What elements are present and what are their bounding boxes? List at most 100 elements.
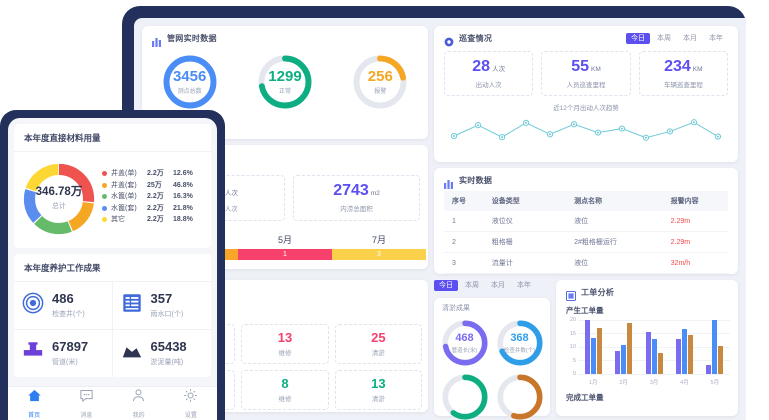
chat-icon	[79, 388, 94, 408]
inspection-title: 巡查情况	[459, 34, 493, 43]
tab-label: 我的	[132, 413, 145, 419]
kpi-value: 28 人次	[472, 58, 506, 75]
kpi-unit: 人次	[492, 66, 506, 73]
dredging-gauge: 368 检查井数(个)	[494, 317, 546, 369]
legend-value: 2.2万	[147, 204, 164, 212]
legend-value: 2.2万	[147, 216, 164, 224]
table-row: 2 粗格栅 2#粗格栅运行 2.29m	[444, 231, 728, 253]
tab-chat[interactable]: 消息	[60, 387, 112, 420]
repair-count-cell: 25 清淤	[334, 324, 422, 364]
gauge-value: 368	[510, 331, 529, 344]
month-label: 5月	[277, 235, 292, 245]
kpi-value: 2743 m2	[333, 182, 380, 199]
legend-value: 25万	[147, 181, 162, 189]
stat-caption: 淤泥量(吨)	[150, 358, 184, 366]
material-donut-chart: 346.78万 总计	[20, 160, 98, 238]
kpi-value: 234 KM	[664, 58, 703, 75]
chart-panel-icon	[565, 288, 577, 301]
count-caption: 清淤	[371, 396, 385, 403]
y-tick-label: 5	[572, 357, 576, 364]
dredging-tab[interactable]: 本月	[491, 282, 505, 289]
bottom-tab-bar[interactable]: 首页 消息 我的 设置	[8, 386, 217, 420]
count-value: 13	[277, 330, 293, 345]
home-icon	[27, 388, 42, 408]
grate-icon	[121, 292, 143, 319]
count-caption: 维修	[278, 350, 292, 357]
legend-percent: 46.8%	[173, 181, 193, 189]
y-tick-label: 15	[569, 330, 576, 337]
inspection-tab[interactable]: 今日	[626, 33, 650, 44]
bar	[687, 335, 693, 374]
y-tick-label: 20	[569, 317, 576, 323]
tab-gear[interactable]: 设置	[165, 387, 217, 420]
inspection-tab[interactable]: 本周	[657, 35, 671, 42]
gauge-value: 468	[455, 331, 474, 344]
bar-group	[700, 320, 730, 374]
dredging-tab[interactable]: 今日	[434, 280, 458, 291]
material-donut-wrap: 346.78万 总计 井盖(单) 2.2万 12.6% 井盖(套) 25万 46.8% 水篦…	[14, 152, 211, 248]
alarm-column-header: 序号	[444, 191, 484, 211]
alarm-table-header-row: 序号 设备类型 测点名称 报警内容	[444, 191, 728, 211]
count-caption: 维修	[278, 396, 292, 403]
bar-chart-icon	[444, 176, 454, 189]
table-row: 3 流量计 液位 32m/h	[444, 252, 728, 274]
alarm-table-body: 1 液位仪 液位 2.29m 2 粗格栅 2#粗格栅运行 2.29m 3 流量计 液位 32m/h	[444, 211, 728, 274]
inspection-tab-group[interactable]: 今日 本周 本月 本年	[626, 33, 728, 44]
stat-caption: 检查井(个)	[52, 310, 85, 318]
pipeline-realtime-panel: 管网实时数据 3456 测点总数 1299 正常 256 报警	[142, 26, 428, 139]
ring-label: 256 报警	[349, 51, 411, 113]
bar-groups	[578, 320, 730, 374]
tab-person[interactable]: 我的	[113, 387, 165, 420]
count-value: 13	[371, 376, 386, 391]
ring-label: 3456 测点总数	[159, 51, 221, 113]
legend-color-dot	[102, 205, 107, 211]
alarm-cell: 32m/h	[662, 252, 728, 274]
dredging-tab-group[interactable]: 今日 本周 本月 本年	[434, 280, 536, 291]
gauge-label	[439, 371, 491, 420]
alarm-cell: 流量计	[483, 252, 567, 274]
dredging-tab[interactable]: 本周	[465, 282, 479, 289]
gauge-caption: 管道长(米)	[451, 347, 478, 354]
dredging-tab[interactable]: 本年	[517, 282, 531, 289]
bar-group	[669, 320, 699, 374]
ring-value: 1299	[268, 68, 302, 85]
alarm-table: 序号 设备类型 测点名称 报警内容 1 液位仪 液位 2.29m 2 粗格栅 2#粗格栅运行 2.2…	[444, 191, 728, 274]
dredging-gauge	[439, 371, 491, 420]
material-usage-title: 本年度直接材料用量	[14, 124, 211, 152]
stat-value: 67897	[52, 339, 89, 355]
table-row: 1 液位仪 液位 2.29m	[444, 211, 728, 232]
maintenance-result-title: 本年度养护工作成果	[14, 254, 211, 282]
alarm-column-header: 设备类型	[483, 191, 567, 211]
legend-name: 井盖(单)	[111, 170, 137, 178]
kpi-caption: 内涝总面积	[340, 206, 373, 213]
y-tick-label: 0	[572, 371, 576, 377]
ring-label: 1299 正常	[254, 51, 316, 113]
bar	[590, 338, 596, 374]
bar-group	[608, 320, 638, 374]
tab-label: 消息	[80, 413, 93, 419]
maintenance-stat-text: 67897 管道(米)	[52, 340, 88, 366]
ring-caption: 正常	[278, 89, 291, 95]
flood-kpi: 2743 m2 内涝总面积	[293, 175, 420, 221]
alarm-cell: 2#粗格栅运行	[566, 231, 663, 253]
maintenance-stat-cell: 486 检查井(个)	[14, 282, 113, 330]
month-rank-bar: 3	[332, 249, 426, 260]
legend-color-dot	[102, 217, 107, 223]
legend-percent: 16.3%	[173, 193, 193, 201]
workorder-title: 工单分析	[581, 288, 615, 297]
tab-home[interactable]: 首页	[8, 387, 60, 420]
legend-row: 井盖(套) 25万 46.8%	[102, 182, 205, 189]
dredging-gauge: 468 管道长(米)	[439, 317, 491, 369]
inspection-tab[interactable]: 本月	[683, 35, 697, 42]
inspection-tab[interactable]: 本年	[709, 35, 723, 42]
ring-stat-group: 3456 测点总数 1299 正常 256 报警	[142, 47, 428, 113]
kpi-unit: m2	[370, 190, 380, 197]
kpi-unit: KM	[591, 66, 601, 73]
bar	[596, 327, 602, 374]
workorder-header: 工单分析	[556, 280, 738, 301]
inspection-kpi: 28 人次 出动人次	[444, 51, 534, 96]
maintenance-stat-text: 65438 淤泥量(吨)	[151, 340, 187, 366]
alarm-column-header: 报警内容	[662, 191, 728, 211]
ring-value: 256	[367, 68, 393, 85]
